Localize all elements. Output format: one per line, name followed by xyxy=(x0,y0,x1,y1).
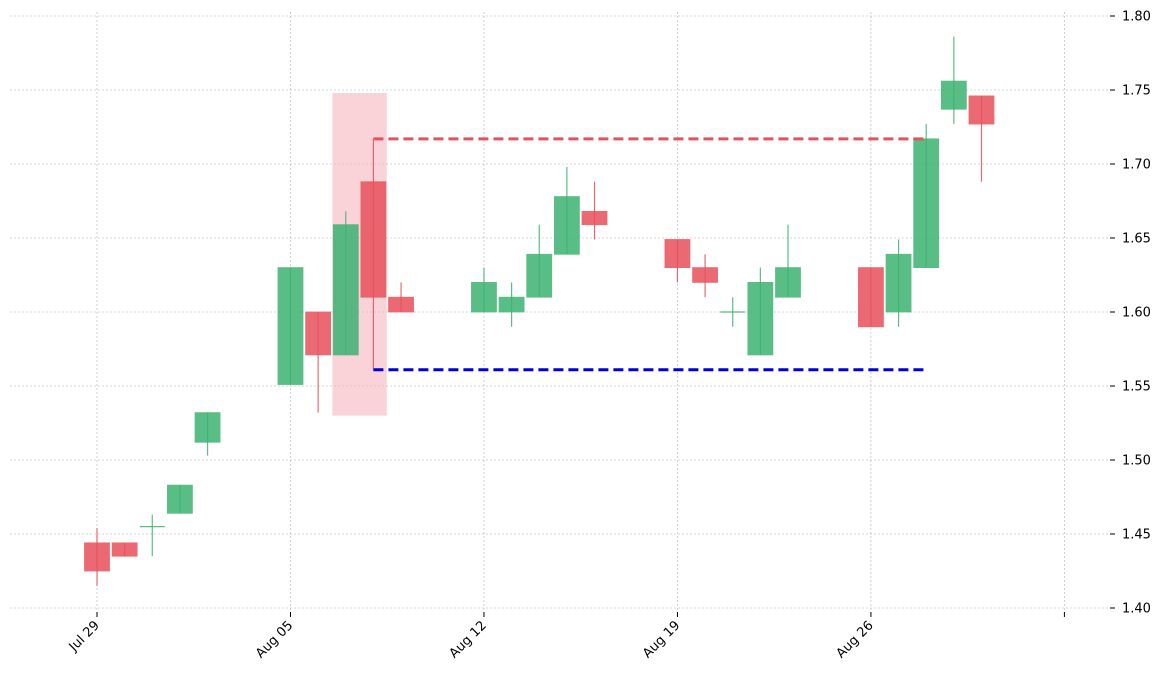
candle-body xyxy=(747,281,774,356)
candle-body xyxy=(775,267,801,298)
candle xyxy=(858,267,884,328)
y-tick-label: 1.65 xyxy=(1122,232,1151,247)
x-tick-label: Aug 26 xyxy=(834,618,877,661)
candle-body xyxy=(84,542,110,572)
candle-body xyxy=(471,281,497,313)
candle-body xyxy=(664,239,691,268)
candle-body xyxy=(692,267,718,283)
candle-body xyxy=(858,267,884,328)
y-tick-label: 1.55 xyxy=(1122,380,1151,395)
x-tick-label: Jul 29 xyxy=(66,618,103,655)
candle xyxy=(664,239,691,283)
candle xyxy=(581,181,608,240)
y-tick-label: 1.75 xyxy=(1122,84,1151,99)
candle xyxy=(968,95,995,182)
candle xyxy=(498,282,525,327)
candle-body xyxy=(277,267,304,385)
y-tick-label: 1.40 xyxy=(1122,602,1151,617)
candle xyxy=(526,224,553,298)
candle-body xyxy=(913,138,940,268)
candle xyxy=(84,528,110,586)
y-tick-label: 1.60 xyxy=(1122,306,1151,321)
candle xyxy=(139,514,165,557)
candle xyxy=(692,254,718,298)
candle xyxy=(360,138,387,370)
candle xyxy=(194,412,221,456)
candle-body xyxy=(332,224,359,356)
candle-body xyxy=(553,196,580,255)
candle-body xyxy=(305,311,332,356)
candle-body xyxy=(194,412,221,443)
y-tick-label: 1.70 xyxy=(1122,158,1151,173)
x-tick-label: Aug 19 xyxy=(640,618,683,661)
candle-body xyxy=(167,484,193,514)
candle xyxy=(305,311,332,413)
candle-body xyxy=(360,181,387,298)
candle-body xyxy=(526,253,553,298)
candle-body xyxy=(498,296,525,313)
candle xyxy=(720,297,746,327)
candle xyxy=(277,267,304,385)
candle-body xyxy=(581,210,608,226)
candle xyxy=(471,267,497,313)
candle xyxy=(111,542,138,557)
candle-body xyxy=(968,95,995,125)
candle-body xyxy=(388,296,414,313)
y-tick-label: 1.80 xyxy=(1122,10,1151,25)
candle xyxy=(940,36,967,125)
candle xyxy=(553,166,580,255)
candles xyxy=(84,36,995,586)
candle-body xyxy=(885,253,912,313)
candle xyxy=(332,211,359,356)
candle xyxy=(885,239,912,327)
candle-body xyxy=(940,80,967,110)
candle xyxy=(167,484,193,514)
candle xyxy=(747,267,774,356)
candle xyxy=(775,224,801,298)
y-tick-label: 1.50 xyxy=(1122,454,1151,469)
y-tick-label: 1.45 xyxy=(1122,528,1151,543)
candle xyxy=(913,124,940,268)
x-tick-label: Aug 12 xyxy=(447,618,490,661)
x-tick-label: Aug 05 xyxy=(253,618,296,661)
candle-body xyxy=(111,542,138,557)
candle xyxy=(388,282,414,313)
level-lines xyxy=(373,137,927,372)
